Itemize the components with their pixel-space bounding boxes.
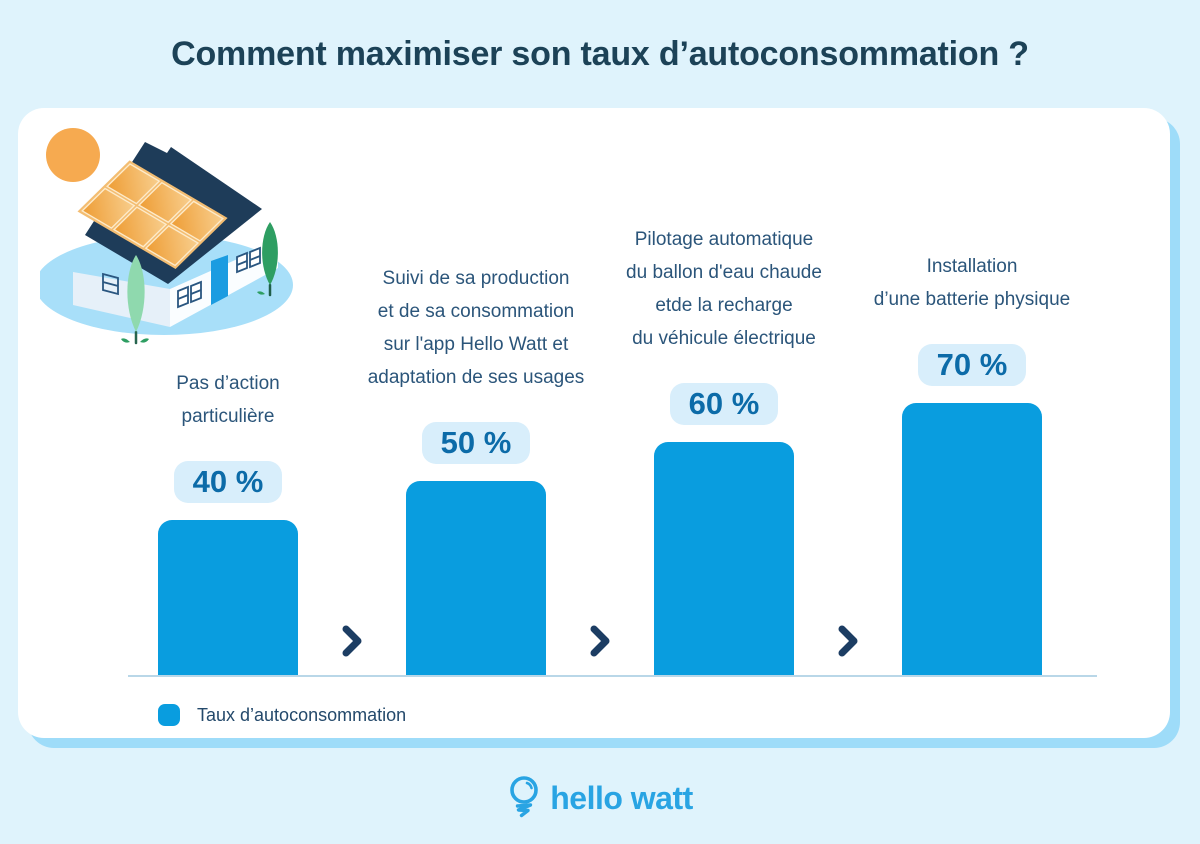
bar <box>406 481 546 676</box>
bar <box>654 442 794 676</box>
column-label: Installation d’une batterie physique <box>874 250 1070 316</box>
lightbulb-icon <box>510 776 539 818</box>
chevron-right-icon <box>342 625 362 657</box>
tree-back <box>257 222 278 297</box>
page-header: Comment maximiser son taux d’autoconsomm… <box>0 0 1200 108</box>
legend: Taux d’autoconsommation <box>158 704 406 726</box>
window-small <box>102 272 119 296</box>
label-line: adaptation de ses usages <box>367 367 585 388</box>
label-line: Pilotage automatique <box>634 229 814 250</box>
door <box>211 255 228 305</box>
chart-column: Suivi de sa production et de sa consomma… <box>351 262 601 676</box>
label-line: d’une batterie physique <box>873 289 1071 310</box>
brand-logo: hello watt <box>507 775 693 821</box>
bar <box>902 403 1042 676</box>
sun-icon <box>46 128 100 182</box>
page-title: Comment maximiser son taux d’autoconsomm… <box>171 34 1029 73</box>
chart-column: Pas d’action particulière 40 % <box>103 367 353 676</box>
label-line: du véhicule électrique <box>632 328 816 349</box>
column-label: Pilotage automatique du ballon d'eau cha… <box>626 223 822 355</box>
value-badge: 70 % <box>917 344 1027 386</box>
tree-front <box>121 255 149 345</box>
axis-baseline <box>128 675 1097 677</box>
label-line: et de sa consommation <box>377 301 575 322</box>
brand-name: hello watt <box>550 779 693 816</box>
legend-label: Taux d’autoconsommation <box>197 704 407 725</box>
house-solar-illustration <box>40 128 293 345</box>
legend-swatch <box>158 704 180 726</box>
label-line: Suivi de sa production <box>382 268 570 289</box>
window-front <box>177 280 202 309</box>
infographic-card: Pas d’action particulière 40 % Suivi de … <box>18 108 1170 738</box>
window-side <box>236 246 261 274</box>
value-badge: 40 % <box>173 461 283 503</box>
label-line: particulière <box>181 406 275 427</box>
column-label: Pas d’action particulière <box>176 367 280 433</box>
chevron-right-icon <box>838 625 858 657</box>
house-left-wall <box>73 272 170 327</box>
label-line: sur l'app Hello Watt et <box>383 334 569 355</box>
chart-column: Pilotage automatique du ballon d'eau cha… <box>599 223 849 676</box>
chart-column: Installation d’une batterie physique 70 … <box>847 250 1097 676</box>
label-line: etde la recharge <box>655 295 793 316</box>
value-badge: 50 % <box>421 422 531 464</box>
label-line: du ballon d'eau chaude <box>626 262 822 283</box>
value-badge: 60 % <box>669 383 779 425</box>
solar-panels <box>77 160 228 270</box>
page-footer: hello watt <box>0 752 1200 844</box>
bar <box>158 520 298 676</box>
label-line: Pas d’action <box>176 373 280 394</box>
column-label: Suivi de sa production et de sa consomma… <box>368 262 585 394</box>
label-line: Installation <box>926 256 1018 277</box>
chevron-right-icon <box>590 625 610 657</box>
